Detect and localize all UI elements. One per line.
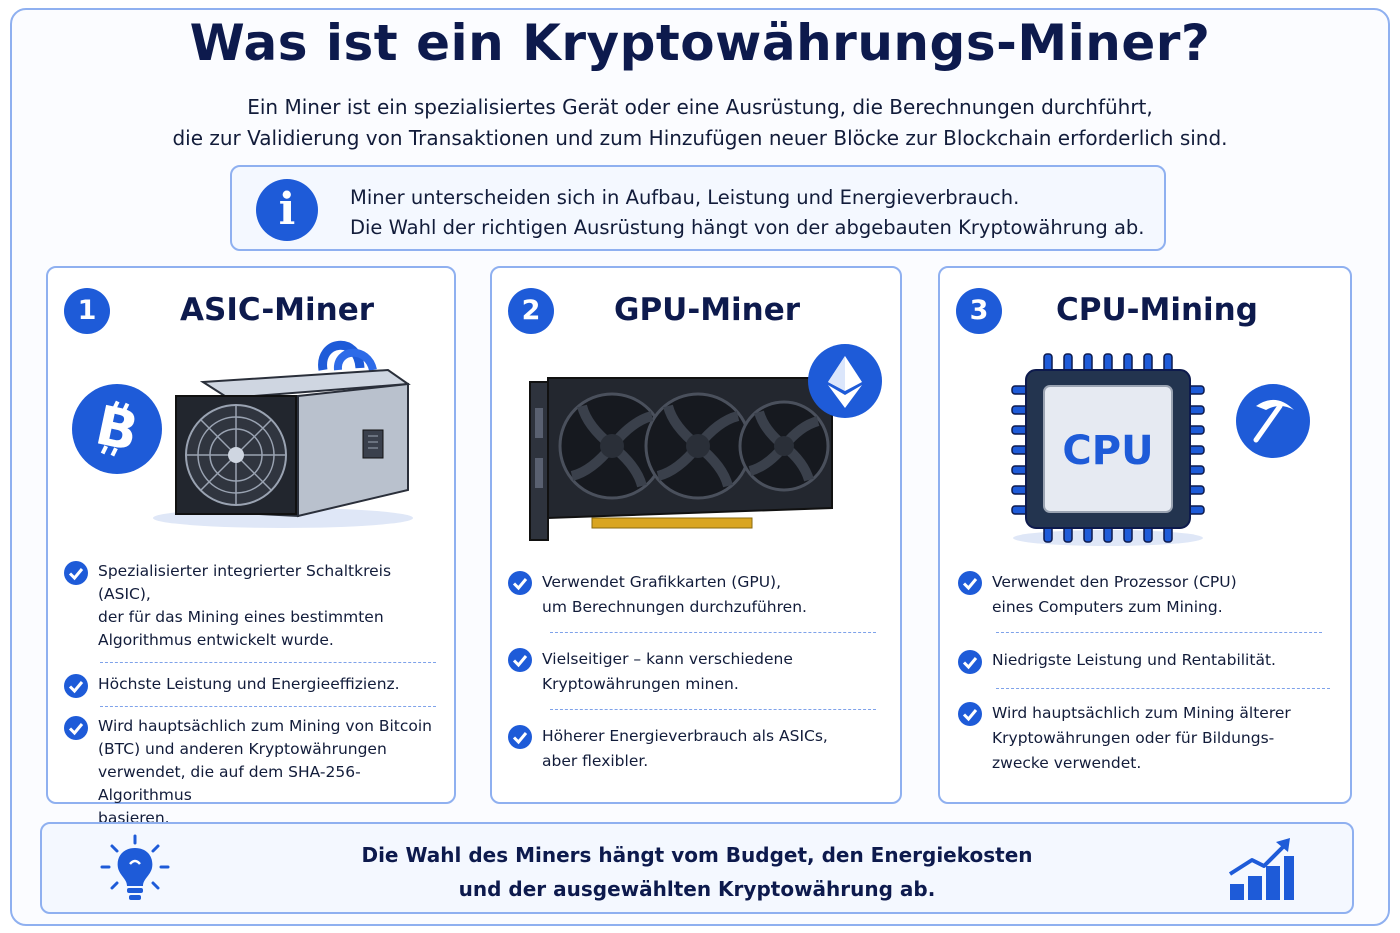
- bullet-item: Höchste Leistung und Energieeffizienz.: [64, 673, 444, 698]
- bullet-item: Verwendet den Prozessor (CPU) eines Comp…: [958, 570, 1338, 620]
- check-icon: [958, 650, 982, 674]
- card-asic-miner: 1 ASIC-Miner B: [46, 266, 456, 827]
- bullet-item: Niedrigste Leistung und Rentabilität.: [958, 649, 1338, 674]
- card-title: CPU-Mining: [1056, 292, 1258, 328]
- gpu-illustration: [529, 377, 833, 541]
- cpu-chip-label: CPU: [1062, 428, 1154, 474]
- bullet-item: Verwendet Grafikkarten (GPU), um Berechn…: [508, 570, 888, 620]
- subtitle-line-2: die zur Validierung von Transaktionen un…: [172, 126, 1228, 150]
- bullet-item: Spezialisierter integrierter Schaltkreis…: [64, 560, 444, 652]
- footer-line-2: und der ausgewählten Kryptowährung ab.: [458, 877, 936, 901]
- footer-line-1: Die Wahl des Miners hängt vom Budget, de…: [361, 843, 1033, 867]
- divider: [100, 662, 436, 663]
- cpu-chip-illustration: [1011, 353, 1205, 546]
- info-line-1: Miner unterscheiden sich in Aufbau, Leis…: [350, 186, 1020, 209]
- divider: [996, 688, 1330, 689]
- card-number: 3: [956, 288, 1002, 334]
- card-cpu-mining: 3 CPU-Mining CPU: [938, 266, 1352, 804]
- ethereum-icon: [808, 344, 882, 418]
- bullet-list: Verwendet den Prozessor (CPU) eines Comp…: [958, 570, 1338, 776]
- page-subtitle: Ein Miner ist ein spezialisiertes Gerät …: [0, 92, 1400, 154]
- check-icon: [64, 561, 88, 585]
- check-icon: [958, 571, 982, 595]
- bullet-list: Spezialisierter integrierter Schaltkreis…: [64, 560, 444, 830]
- card-number: 2: [508, 288, 554, 334]
- growth-chart-icon: [1228, 838, 1294, 900]
- bitcoin-icon: B: [72, 384, 162, 474]
- divider: [996, 632, 1322, 633]
- bullet-item: Vielseitiger – kann verschiedene Kryptow…: [508, 647, 888, 697]
- bullet-item: Wird hauptsächlich zum Mining älterer Kr…: [958, 701, 1338, 776]
- info-box: i Miner unterscheiden sich in Aufbau, Le…: [230, 165, 1166, 251]
- check-icon: [508, 648, 532, 672]
- lightbulb-icon: [100, 834, 170, 900]
- check-icon: [508, 725, 532, 749]
- bullet-item: Höherer Energieverbrauch als ASICs, aber…: [508, 724, 888, 774]
- card-gpu-miner: 2 GPU-Miner: [490, 266, 902, 804]
- card-number: 1: [64, 288, 110, 334]
- subtitle-line-1: Ein Miner ist ein spezialisiertes Gerät …: [247, 95, 1153, 119]
- page-title: Was ist ein Kryptowährungs-Miner?: [189, 14, 1211, 72]
- info-line-2: Die Wahl der richtigen Ausrüstung hängt …: [350, 216, 1145, 239]
- card-title: GPU-Miner: [614, 292, 801, 328]
- check-icon: [64, 674, 88, 698]
- bullet-list: Verwendet Grafikkarten (GPU), um Berechn…: [508, 570, 888, 774]
- info-text: Miner unterscheiden sich in Aufbau, Leis…: [350, 183, 1145, 243]
- asic-miner-illustration: [153, 340, 413, 528]
- footer-text: Die Wahl des Miners hängt vom Budget, de…: [42, 838, 1352, 906]
- footer-box: Die Wahl des Miners hängt vom Budget, de…: [40, 822, 1354, 914]
- divider: [100, 706, 436, 707]
- bullet-item: Wird hauptsächlich zum Mining von Bitcoi…: [64, 715, 444, 830]
- pickaxe-icon: [1236, 384, 1310, 458]
- check-icon: [958, 702, 982, 726]
- card-title: ASIC-Miner: [180, 292, 375, 328]
- divider: [550, 632, 876, 633]
- check-icon: [64, 716, 88, 740]
- info-icon: i: [256, 179, 318, 241]
- check-icon: [508, 571, 532, 595]
- divider: [550, 709, 876, 710]
